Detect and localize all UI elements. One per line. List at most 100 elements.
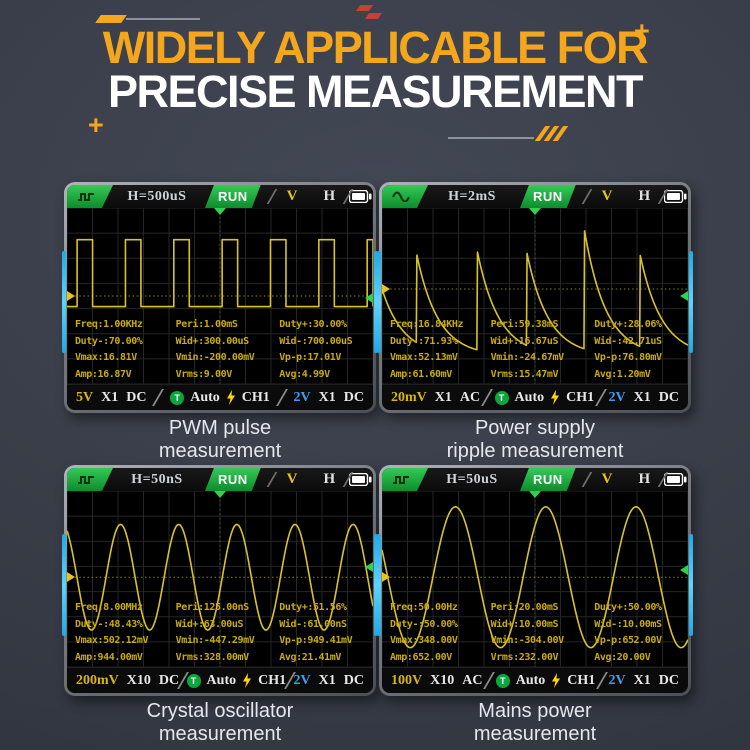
run-status-badge: RUN bbox=[520, 468, 576, 491]
trigger-mode-label: Auto bbox=[515, 672, 546, 688]
measurement-value: Vp-p:17.01V bbox=[279, 352, 342, 363]
ch1-coupling-label: DC bbox=[158, 672, 180, 688]
ch1-probe-label: X1 bbox=[434, 389, 452, 405]
measurement-value: Peri:125.00nS bbox=[175, 602, 249, 613]
ch2-coupling-label: DC bbox=[658, 389, 679, 405]
channel1-settings: 5V X1 DC bbox=[76, 390, 146, 406]
measurement-value: Duty+:30.00% bbox=[279, 319, 347, 330]
ch2-probe-label: X1 bbox=[633, 389, 651, 405]
scope-caption: Mains power measurement bbox=[473, 700, 597, 745]
ch2-probe-label: X1 bbox=[318, 672, 336, 688]
measurement-value: Peri:1.00mS bbox=[175, 319, 238, 330]
separator bbox=[595, 389, 608, 406]
trigger-mode-label: Auto bbox=[514, 389, 545, 405]
top-accent-dash bbox=[355, 5, 374, 11]
measurement-value: Vrms:232.00V bbox=[490, 651, 559, 663]
measurement-value: Wid-:10.00mS bbox=[594, 618, 662, 630]
trigger-settings: T Auto CH1 bbox=[186, 672, 286, 689]
scope-statusbar: 5V X1 DC T Auto CH1 2V X1 DC bbox=[67, 384, 373, 410]
channel1-settings: 20mV X1 AC bbox=[391, 390, 480, 406]
trigger-level-marker bbox=[365, 292, 373, 303]
run-status-badge: RUN bbox=[205, 468, 261, 491]
horizontal-menu-label: H bbox=[638, 188, 651, 204]
trigger-level-marker bbox=[365, 561, 373, 572]
ch2-probe-label: X1 bbox=[318, 389, 336, 405]
measurement-value: Wid+:300.00uS bbox=[175, 335, 249, 347]
trigger-source-label: CH1 bbox=[241, 389, 270, 405]
trigger-position-marker bbox=[214, 491, 226, 498]
scope-statusbar: 100V X10 AC T Auto CH1 2V X1 DC bbox=[382, 667, 688, 693]
bezel-accent-left bbox=[377, 251, 381, 353]
trigger-slope-icon bbox=[243, 673, 252, 688]
channel-position-marker bbox=[382, 283, 390, 294]
scope-caption: PWM pulse measurement bbox=[158, 417, 282, 462]
trigger-type-icon: T bbox=[186, 673, 201, 688]
measurement-value: Duty+:28.06% bbox=[594, 319, 662, 330]
separator bbox=[595, 672, 608, 689]
channel2-settings: 2V X1 DC bbox=[293, 390, 363, 406]
wave-type-tab bbox=[382, 185, 428, 208]
ch1-scale-label: 200mV bbox=[76, 672, 119, 688]
trigger-position-marker bbox=[214, 208, 226, 215]
trigger-mode-label: Auto bbox=[206, 672, 237, 688]
measurement-value: Vmax:52.13mV bbox=[390, 352, 458, 363]
oscilloscope-screenshot: H=500uS RUN V H Fr bbox=[62, 182, 378, 413]
scope-panel-mains: H=50uS RUN V H Fre bbox=[377, 465, 693, 696]
trigger-slope-icon bbox=[552, 673, 561, 688]
scope-display-area: Freq:50.00Hz Peri:20.00mS Duty+:50.00% D… bbox=[382, 491, 688, 667]
ch2-scale-label: 2V bbox=[293, 672, 311, 688]
scope-screen: H=500uS RUN V H Fr bbox=[67, 185, 373, 410]
measurement-value: Wid+:16.67uS bbox=[490, 335, 559, 347]
measurement-value: Freq:50.00Hz bbox=[390, 602, 458, 613]
scope-topbar: H=2mS RUN V H bbox=[382, 185, 688, 208]
ch1-scale-label: 5V bbox=[76, 389, 94, 405]
scope-statusbar: 200mV X10 DC T Auto CH1 2V X1 D bbox=[67, 667, 373, 693]
horizontal-menu-label: H bbox=[323, 188, 336, 204]
ch2-coupling-label: DC bbox=[343, 672, 364, 688]
measurement-value: Freq:16.84KHz bbox=[390, 319, 464, 330]
timebase-label: H=2mS bbox=[448, 188, 496, 204]
measurement-value: Vmin:-200.00mV bbox=[175, 352, 255, 363]
page-title-line2: PRECISE MEASUREMENT bbox=[107, 66, 644, 117]
measurement-value: Duty+:51.56% bbox=[279, 602, 347, 613]
measurement-value: Duty-:48.43% bbox=[75, 618, 143, 630]
channel-position-marker bbox=[67, 572, 75, 583]
waveform-plot bbox=[67, 208, 373, 384]
title-accent-line-bottom bbox=[448, 137, 534, 139]
waveform-icon bbox=[78, 193, 94, 201]
title-accent-line-top bbox=[126, 18, 200, 20]
scope-topbar: H=50nS RUN V H bbox=[67, 468, 373, 491]
measurement-readouts: Freq:1.00KHz Peri:1.00mS Duty+:30.00% Du… bbox=[75, 317, 371, 383]
trigger-mode-label: Auto bbox=[190, 389, 220, 405]
ch2-coupling-label: DC bbox=[658, 672, 679, 688]
channel2-settings: 2V X1 DC bbox=[294, 673, 364, 689]
separator bbox=[581, 189, 593, 204]
trigger-level-marker bbox=[680, 565, 688, 576]
measurement-value: Peri:20.00mS bbox=[490, 602, 559, 613]
bezel-accent-left bbox=[377, 534, 381, 636]
timebase-label: H=500uS bbox=[127, 188, 187, 204]
wave-type-tab bbox=[67, 185, 113, 208]
timebase-label: H=50uS bbox=[446, 471, 498, 487]
scope-panel-crystal: H=50nS RUN V H Fre bbox=[62, 465, 378, 696]
measurement-readouts: Freq:8.00MHz Peri:125.00nS Duty+:51.56% … bbox=[75, 600, 371, 666]
measurement-value: Duty-:50.00% bbox=[390, 618, 458, 630]
bezel-accent-left bbox=[62, 251, 66, 353]
measurement-value: Amp:652.00V bbox=[390, 651, 452, 663]
vertical-menu-label: V bbox=[601, 188, 613, 204]
separator bbox=[275, 389, 288, 406]
run-status-badge: RUN bbox=[520, 185, 576, 208]
ch1-coupling-label: AC bbox=[462, 672, 483, 688]
vertical-menu-label: V bbox=[601, 471, 613, 487]
bezel-accent-right bbox=[374, 251, 378, 353]
trigger-type-icon: T bbox=[494, 390, 509, 405]
battery-icon bbox=[664, 190, 687, 203]
measurement-value: Vmax:502.12mV bbox=[75, 635, 149, 646]
timebase-label: H=50nS bbox=[131, 471, 183, 487]
trigger-position-marker bbox=[529, 208, 541, 215]
scope-panel-pwm: H=500uS RUN V H Fr bbox=[62, 182, 378, 413]
wave-type-tab bbox=[67, 468, 113, 491]
scope-panel-ripple: H=2mS RUN V H Freq bbox=[377, 182, 693, 413]
page-title: WIDELY APPLICABLE FOR PRECISE MEASUREMEN… bbox=[0, 25, 750, 117]
measurement-value: Avg:4.99V bbox=[279, 368, 330, 380]
